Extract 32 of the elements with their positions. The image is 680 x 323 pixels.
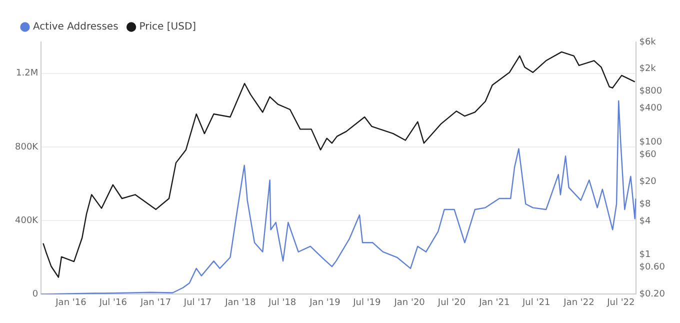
legend-label: Price [USD]: [139, 22, 196, 33]
x-tick-label: Jan '20: [393, 298, 426, 308]
y2-tick-label: $800: [639, 86, 662, 97]
y2-tick-label: $1: [639, 250, 651, 260]
x-tick-label: Jul '18: [268, 298, 296, 308]
y2-tick-label: $0.60: [639, 262, 666, 273]
y2-tick-label: $0.20: [639, 290, 666, 300]
x-tick-label: Jul '22: [606, 298, 635, 308]
x-tick-label: Jan '22: [562, 298, 594, 308]
y2-tick-label: $4: [639, 216, 651, 226]
x-tick-label: Jan '18: [224, 298, 256, 308]
x-tick-label: Jul '20: [436, 298, 466, 308]
x-tick-label: Jan '19: [308, 298, 341, 308]
x-tick-label: Jan '21: [478, 298, 510, 308]
y-tick-label: 0: [32, 290, 38, 300]
x-tick-label: Jul '16: [98, 298, 128, 308]
x-tick-label: Jul '17: [182, 298, 212, 308]
x-tick-label: Jan '16: [54, 298, 87, 308]
y2-tick-label: $6k: [639, 37, 657, 48]
y-tick-label: 800K: [14, 142, 40, 152]
x-tick-label: Jul '21: [522, 298, 550, 308]
y-tick-label: 1.2M: [16, 68, 38, 79]
y2-tick-label: $20: [639, 176, 657, 187]
y2-tick-label: $8: [639, 199, 651, 210]
x-tick-label: Jul '19: [352, 298, 382, 308]
y2-tick-label: $400: [639, 104, 662, 114]
y2-tick-label: $2k: [639, 64, 657, 74]
y-tick-label: 400K: [14, 216, 40, 226]
legend-label: Active Addresses: [33, 22, 118, 33]
x-tick-label: Jan '17: [139, 298, 172, 308]
y2-tick-label: $60: [639, 150, 657, 160]
y2-tick-label: $100: [639, 138, 662, 148]
